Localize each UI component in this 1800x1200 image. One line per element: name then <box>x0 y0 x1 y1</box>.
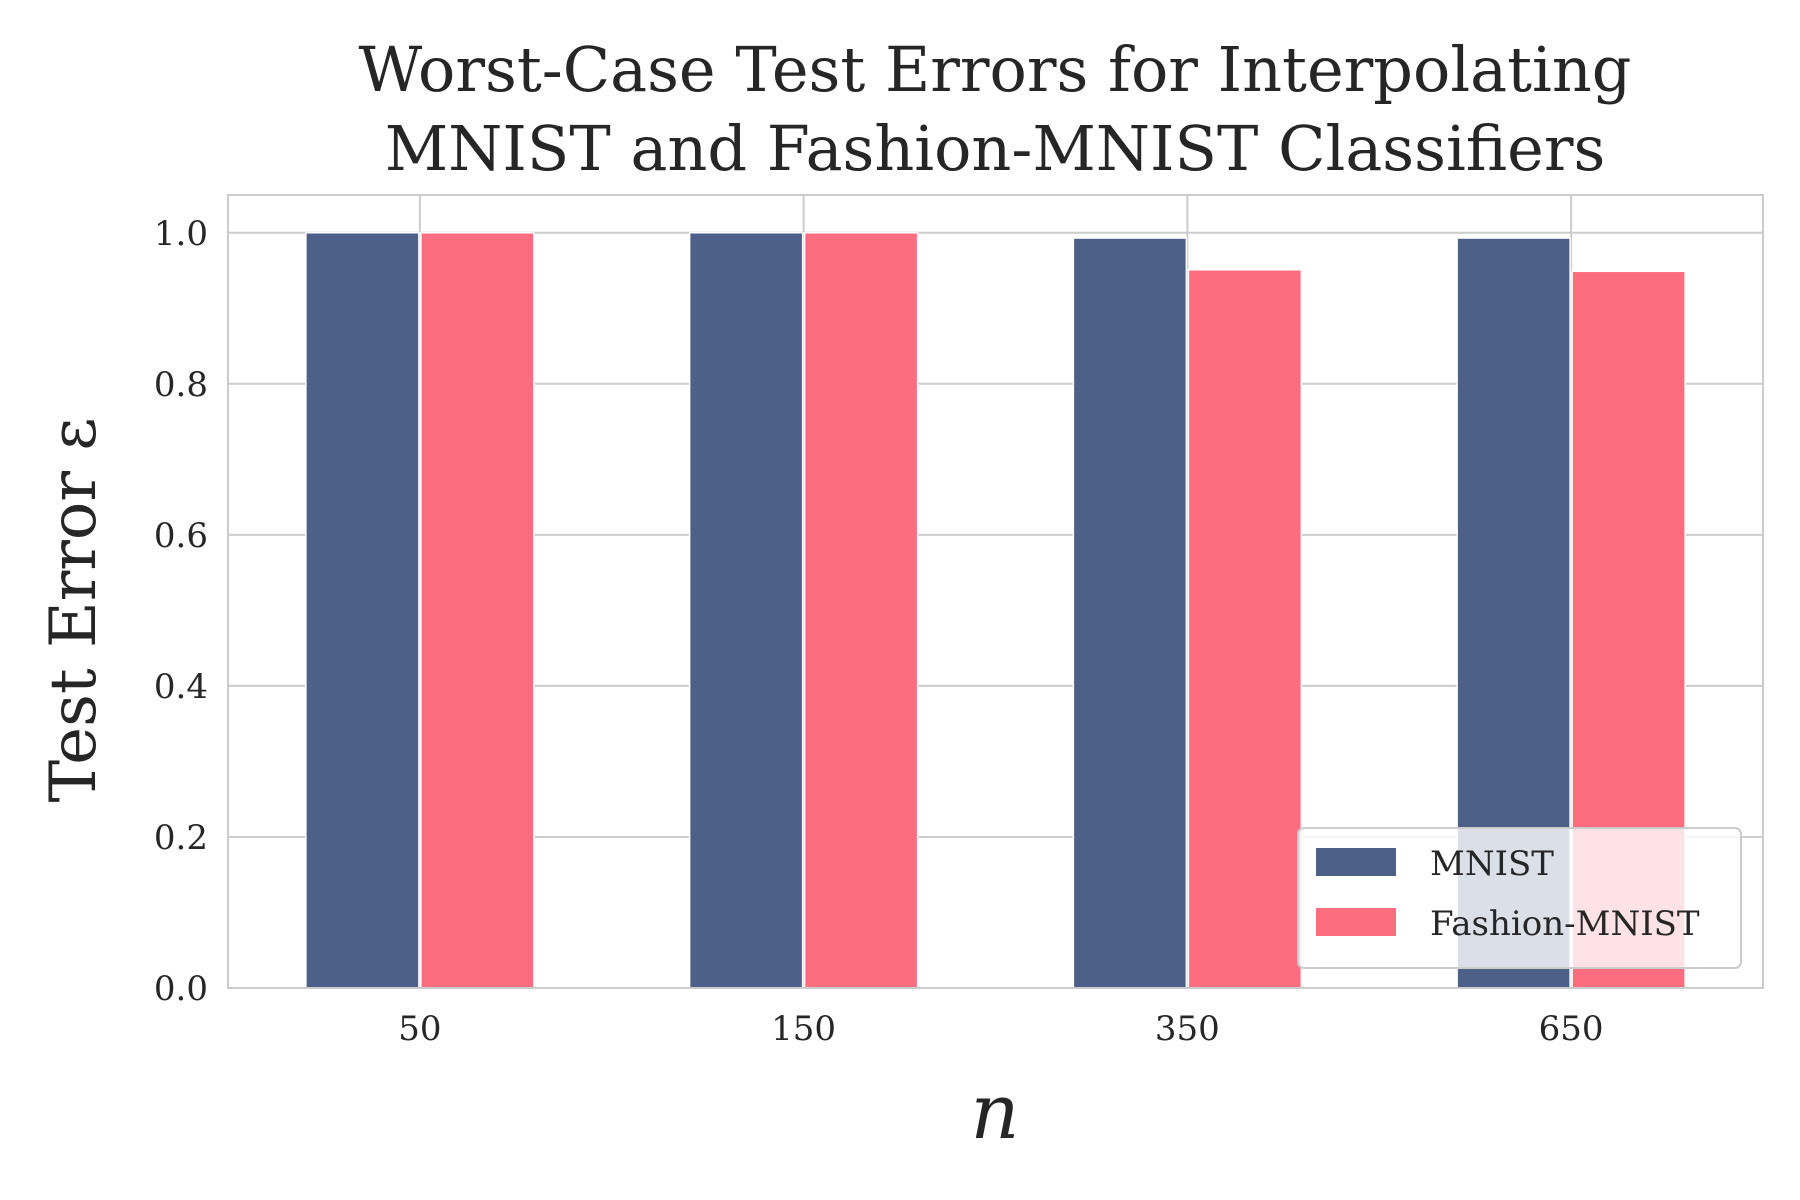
bar-mnist <box>1072 237 1188 989</box>
plot-area: 0.0 0.2 0.4 0.6 0.8 1.0 50 150 350 650 MNIST Fashio… <box>154 194 1764 1049</box>
x-tick-label: 50 <box>398 1009 441 1049</box>
x-tick-label: 350 <box>1155 1009 1220 1049</box>
bar-mnist <box>688 232 804 989</box>
x-axis-label: n <box>971 1067 1020 1156</box>
plot-frame <box>227 194 1764 989</box>
legend-swatch-mnist <box>1316 848 1396 876</box>
legend-label-fashion-mnist: Fashion-MNIST <box>1430 904 1700 944</box>
chart-title-line-2: MNIST and Fashion-MNIST Classifiers <box>385 112 1606 185</box>
y-tick-label: 1.0 <box>154 214 208 254</box>
y-tick-label: 0.8 <box>154 365 208 405</box>
bar-fashion-mnist <box>1187 269 1303 989</box>
legend-swatch-fashion-mnist <box>1316 908 1396 936</box>
legend-box <box>1297 827 1742 969</box>
bar-fashion-mnist <box>803 232 919 989</box>
chart-title-line-1: Worst-Case Test Errors for Interpolating <box>359 33 1632 106</box>
x-tick-label: 150 <box>771 1009 836 1049</box>
bar-fashion-mnist <box>420 232 535 989</box>
y-tick-label: 0.4 <box>154 667 208 707</box>
bar-mnist <box>305 232 420 989</box>
y-axis-label: Test Error ε <box>37 417 111 802</box>
legend-label-mnist: MNIST <box>1430 844 1554 884</box>
y-tick-label: 0.0 <box>154 969 208 1009</box>
y-tick-label: 0.2 <box>154 818 208 858</box>
y-tick-label: 0.6 <box>154 516 208 556</box>
x-tick-label: 650 <box>1539 1009 1604 1049</box>
chart-title: Worst-Case Test Errors for Interpolating… <box>359 33 1632 185</box>
